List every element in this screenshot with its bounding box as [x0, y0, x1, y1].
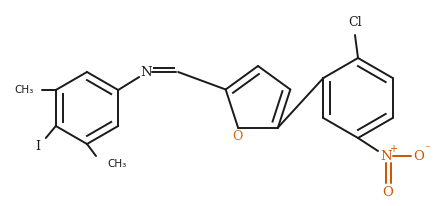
Text: N: N: [380, 150, 392, 163]
Text: O: O: [232, 130, 242, 143]
Text: N: N: [141, 66, 152, 78]
Text: CH₃: CH₃: [107, 159, 126, 169]
Text: Cl: Cl: [348, 15, 362, 28]
Text: +: +: [389, 144, 397, 154]
Text: O: O: [414, 150, 424, 163]
Text: O: O: [383, 185, 393, 199]
Text: ⁻: ⁻: [424, 144, 430, 154]
Text: I: I: [35, 139, 40, 152]
Text: CH₃: CH₃: [15, 85, 34, 95]
